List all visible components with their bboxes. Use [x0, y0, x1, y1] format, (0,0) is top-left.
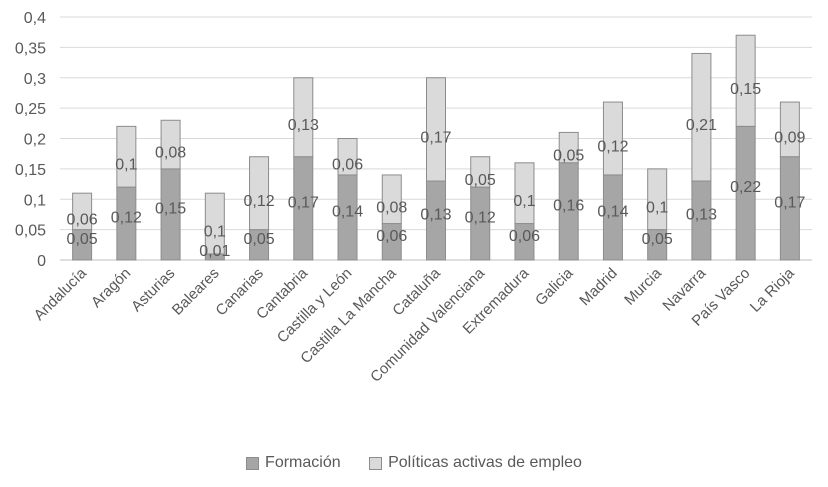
data-label: 0,16 — [553, 197, 584, 214]
data-label: 0,17 — [288, 194, 319, 211]
bar-segment — [204, 192, 225, 255]
bar-segment — [558, 131, 579, 164]
legend-item-politicas: Políticas activas de empleo — [369, 454, 582, 472]
y-tick-label: 0,1 — [24, 192, 46, 209]
data-label: 0,12 — [111, 210, 142, 227]
legend-label-politicas: Políticas activas de empleo — [388, 454, 582, 471]
data-label: 0,1 — [204, 224, 226, 241]
data-label: 0,06 — [67, 211, 98, 228]
data-label: 0,12 — [465, 210, 496, 227]
x-category-label: Galicia — [532, 264, 577, 309]
bar-segment — [426, 77, 446, 182]
data-label: 0,1 — [115, 157, 137, 174]
data-label: 0,06 — [376, 228, 407, 245]
data-label: 0,06 — [509, 228, 540, 245]
legend-item-formacion: Formación — [246, 454, 341, 472]
data-labels: 0,05 0,06 0,12 0,1 0,15 0,08 0,01 0,1 0,05 0,12 0,… — [67, 81, 806, 260]
x-category-label: Aragón — [88, 265, 134, 311]
y-tick-label: 0,3 — [24, 71, 46, 88]
data-label: 0,13 — [686, 207, 717, 224]
bars — [72, 34, 800, 261]
x-axis-category-labels: AndalucíaAragónAsturiasBalearesCanariasC… — [31, 264, 798, 385]
y-tick-label: 0,15 — [15, 162, 46, 179]
data-label: 0,08 — [376, 199, 407, 216]
bar-segment — [691, 52, 712, 182]
bar-segment — [735, 34, 756, 127]
data-label: 0,17 — [774, 194, 805, 211]
x-category-label: Madrid — [576, 265, 620, 309]
bar-segment — [72, 192, 93, 231]
legend-swatch-politicas — [369, 456, 383, 470]
data-label: 0,21 — [686, 117, 717, 134]
data-label: 0,09 — [774, 129, 805, 146]
bar-segment — [337, 138, 358, 176]
data-label: 0,1 — [513, 193, 535, 210]
data-label: 0,14 — [597, 203, 628, 220]
legend-swatch-formacion — [246, 456, 260, 470]
y-tick-label: 0,35 — [15, 40, 46, 57]
bar-segment — [160, 119, 181, 170]
legend-label-formacion: Formación — [265, 454, 341, 471]
data-label: 0,05 — [465, 172, 496, 189]
bar-segment — [779, 101, 800, 158]
y-tick-label: 0,2 — [24, 132, 46, 149]
x-category-label: La Rioja — [747, 264, 798, 315]
bar-segment — [249, 156, 270, 231]
x-category-label: Andalucía — [31, 264, 91, 324]
data-label: 0,1 — [646, 199, 668, 216]
y-tick-label: 0,4 — [24, 10, 46, 27]
data-label: 0,13 — [420, 207, 451, 224]
y-axis-tick-labels: 0 0,05 0,1 0,15 0,2 0,25 0,3 0,35 0,4 — [15, 10, 46, 270]
data-label: 0,17 — [420, 129, 451, 146]
data-label: 0,06 — [332, 157, 363, 174]
bar-segment — [647, 168, 668, 231]
y-tick-label: 0 — [37, 253, 46, 270]
data-label: 0,15 — [155, 200, 186, 217]
bar-segment — [514, 162, 535, 225]
data-label: 0,22 — [730, 179, 761, 196]
data-label: 0,01 — [199, 243, 230, 260]
bar-segment — [293, 77, 314, 158]
data-label: 0,05 — [553, 148, 584, 165]
data-label: 0,05 — [67, 231, 98, 248]
bar-segment — [116, 125, 137, 188]
data-label: 0,08 — [155, 145, 186, 162]
bar-segment — [470, 156, 491, 188]
y-tick-label: 0,05 — [15, 223, 46, 240]
data-label: 0,13 — [288, 117, 319, 134]
data-label: 0,05 — [642, 231, 673, 248]
legend: Formación Políticas activas de empleo — [0, 454, 828, 475]
y-tick-label: 0,25 — [15, 101, 46, 118]
data-label: 0,12 — [243, 193, 274, 210]
data-label: 0,15 — [730, 81, 761, 98]
bar-segment — [381, 174, 402, 225]
data-label: 0,05 — [243, 231, 274, 248]
bar-segment — [602, 101, 623, 176]
data-label: 0,12 — [597, 139, 628, 156]
data-label: 0,14 — [332, 203, 363, 220]
